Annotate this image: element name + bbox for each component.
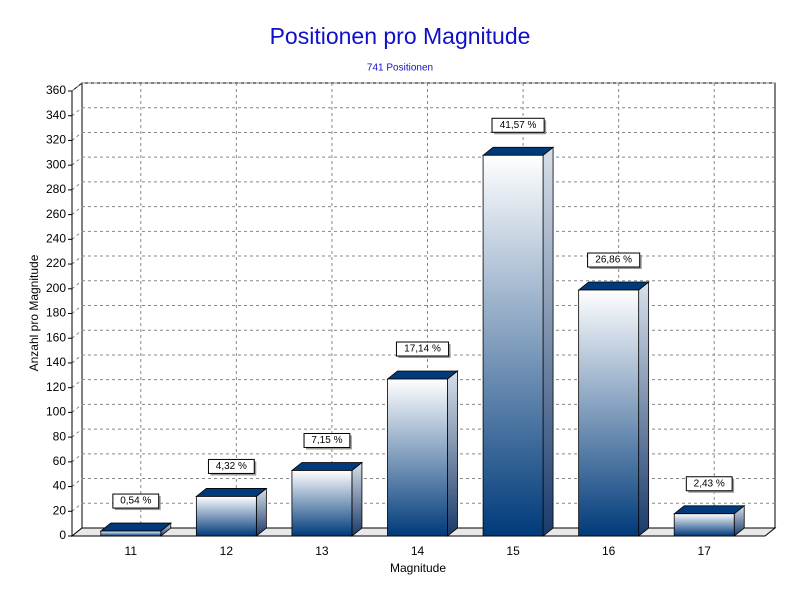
bar-top (386, 370, 459, 380)
y-tick-label: 280 (46, 182, 66, 196)
x-tick-label: 17 (698, 544, 712, 558)
grid-line (71, 403, 83, 413)
y-tick-label: 240 (46, 232, 66, 246)
grid-line (71, 305, 83, 314)
chart-title: Positionen pro Magnitude (270, 23, 531, 49)
bar-side (447, 370, 458, 537)
bar-top (673, 505, 746, 515)
chart-subtitle: 741 Positionen (367, 63, 433, 74)
y-tick-label: 0 (59, 528, 66, 542)
x-tick-label: 16 (602, 544, 616, 558)
x-tick-label: 15 (506, 544, 520, 558)
y-tick-label: 60 (53, 454, 67, 468)
grid-line (71, 428, 83, 438)
bar-group (577, 281, 650, 537)
x-tick-label: 13 (315, 544, 329, 558)
grid-line (71, 181, 83, 191)
value-label-box (685, 476, 733, 492)
grid-line (71, 329, 83, 339)
value-label-box (395, 341, 450, 357)
grid-line (71, 379, 83, 389)
grid-line (71, 280, 83, 290)
grid-line (71, 502, 83, 512)
y-tick-label: 100 (46, 405, 66, 419)
bar-group (99, 522, 172, 537)
value-label-box (491, 117, 545, 133)
bar (482, 154, 544, 537)
grid-line (71, 132, 83, 141)
grid-line (71, 206, 83, 216)
x-axis-label: Magnitude (390, 561, 446, 575)
grid-line (71, 354, 83, 364)
bar-top (290, 462, 364, 471)
y-tick-label: 20 (53, 503, 67, 517)
value-label: 17,14 % (404, 344, 441, 355)
grid-line (71, 82, 83, 92)
bar (100, 530, 162, 537)
y-tick-label: 180 (46, 306, 66, 320)
y-tick-label: 80 (53, 429, 67, 443)
y-axis-label: Anzahl pro Magnitude (27, 254, 41, 371)
grid-line (71, 453, 83, 463)
bar (387, 378, 448, 537)
y-tick-label: 40 (53, 479, 67, 493)
bar (578, 289, 640, 537)
bar-side (542, 146, 554, 537)
x-tick-label: 11 (125, 544, 138, 558)
value-label: 4,32 % (216, 461, 247, 472)
value-label-box (303, 432, 351, 448)
grid-line (71, 255, 83, 265)
bar (195, 496, 257, 537)
y-tick-label: 320 (46, 133, 66, 147)
x-tick-label: 12 (220, 544, 234, 558)
bar-top (195, 488, 268, 497)
y-tick-label: 340 (46, 108, 66, 122)
y-tick-label: 220 (46, 256, 66, 270)
x-tick-label: 14 (411, 544, 425, 558)
bar-top (99, 522, 172, 532)
bar-side (638, 281, 650, 537)
bar (291, 470, 353, 537)
grid-line (71, 230, 83, 240)
bar-group (386, 370, 459, 537)
bar-top (577, 281, 650, 291)
bar-group (481, 146, 555, 537)
y-tick-label: 260 (46, 207, 66, 221)
bar-group (290, 461, 364, 537)
y-tick-label: 120 (46, 380, 66, 394)
bar-top (481, 146, 555, 156)
y-tick-label: 140 (46, 355, 66, 369)
value-label-box (587, 252, 641, 268)
value-label-box (112, 493, 160, 509)
bar-group (195, 487, 268, 537)
bar-group (673, 504, 746, 537)
grid-line (71, 107, 83, 117)
value-label: 26,86 % (595, 255, 632, 266)
value-label: 0,54 % (120, 496, 151, 507)
value-label: 41,57 % (500, 120, 537, 131)
y-tick-label: 160 (46, 330, 66, 344)
y-tick-label: 200 (46, 281, 66, 295)
value-label-box (207, 458, 255, 474)
value-label: 7,15 % (311, 435, 342, 446)
value-label: 2,43 % (694, 478, 725, 489)
grid-line (71, 156, 83, 166)
grid-line (71, 478, 83, 487)
bar (673, 513, 735, 537)
bar-side (351, 461, 363, 537)
y-tick-label: 300 (46, 157, 66, 171)
y-tick-label: 360 (46, 83, 66, 97)
